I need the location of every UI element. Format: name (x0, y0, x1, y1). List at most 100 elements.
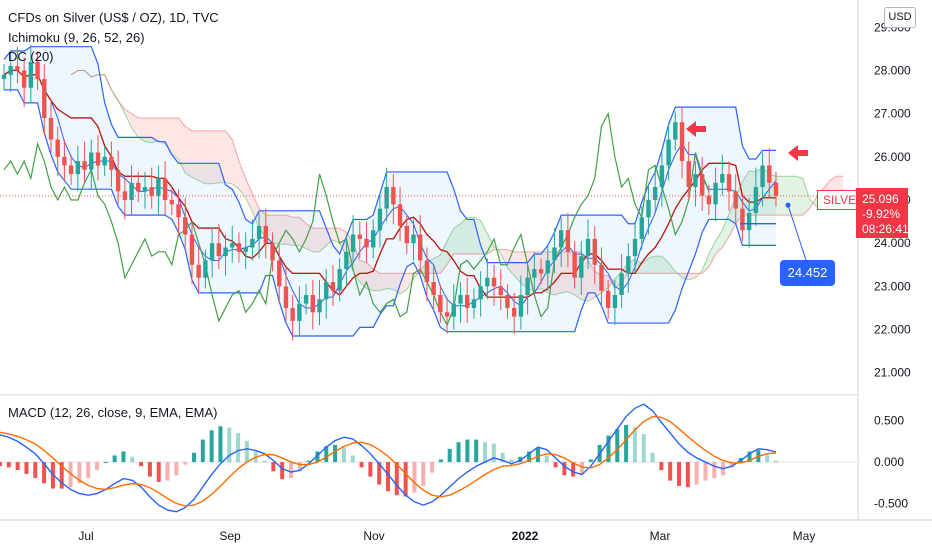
candle-body (142, 187, 148, 192)
candle-body (364, 238, 369, 248)
macd-y-tick-label: 0.500 (874, 414, 904, 428)
macd-histogram-bar (315, 451, 320, 463)
candle-body (176, 204, 181, 218)
macd-histogram-bar (668, 462, 673, 481)
candle-body (585, 238, 591, 257)
candle-body (35, 61, 40, 80)
candle-body (471, 299, 477, 308)
candle-body (552, 247, 557, 261)
candle-body (679, 122, 685, 162)
cloud-segment (460, 217, 468, 254)
candle-body (773, 182, 779, 196)
cloud-segment (171, 117, 179, 159)
cloud-segment (406, 273, 414, 290)
candle-body (686, 161, 691, 188)
macd-histogram-bar (15, 462, 20, 471)
macd-histogram-bar (386, 462, 390, 492)
candle-body (444, 312, 450, 317)
candle-body (196, 264, 201, 278)
candle-body (760, 165, 765, 188)
cloud-segment (339, 228, 347, 257)
macd-histogram-bar (438, 459, 443, 463)
macd-histogram-bar (580, 462, 584, 474)
candle-body (344, 251, 349, 270)
macd-histogram-bar (615, 428, 620, 463)
candle-body (377, 208, 383, 231)
macd-histogram-bar (430, 462, 435, 473)
candle-body (465, 295, 470, 308)
macd-histogram-bar (306, 460, 311, 463)
macd-histogram-bar (130, 456, 135, 463)
candle-body (404, 225, 409, 244)
macd-histogram-bar (403, 462, 408, 497)
cloud-segment (359, 260, 367, 289)
candle-body (270, 243, 275, 261)
y-tick-label: 26.000 (874, 150, 911, 164)
macd-histogram-bar (244, 440, 249, 463)
macd-panel (0, 403, 858, 513)
cloud-segment (534, 251, 542, 291)
cloud-segment (655, 256, 662, 274)
cloud-segment (554, 251, 562, 295)
candle-body (371, 230, 376, 248)
cloud-segment (588, 260, 595, 302)
macd-histogram-bar (200, 439, 205, 463)
candle-body (357, 234, 362, 239)
donchian-lower (4, 89, 776, 337)
macd-histogram-bar (6, 462, 11, 468)
candle-body (115, 169, 121, 192)
cloud-segment (272, 215, 280, 245)
candle-body (236, 243, 242, 252)
candle-body (746, 212, 752, 231)
macd-histogram-bar (694, 462, 699, 485)
candle-body (82, 161, 87, 170)
candle-body (156, 178, 161, 196)
grid (0, 0, 932, 521)
macd-histogram-bar (632, 427, 637, 463)
candle-body (659, 165, 665, 188)
macd-histogram-bar (165, 462, 170, 481)
macd-histogram-bar (518, 456, 523, 463)
candle-body (263, 225, 269, 244)
macd-histogram-bar (24, 462, 29, 474)
candle-body (451, 303, 456, 317)
macd-histogram-bar (147, 462, 152, 477)
macd-histogram-bar (447, 448, 452, 463)
macd-histogram-bar (606, 435, 611, 463)
macd-histogram-bar (765, 455, 770, 463)
candle-body (511, 307, 517, 317)
kijun-line (3, 69, 776, 298)
candle-body (223, 247, 228, 257)
candle-body (277, 260, 282, 287)
candle-body (1, 74, 7, 80)
macd-histogram-bar (42, 462, 47, 484)
cloud-segment (641, 258, 649, 274)
candle-body (95, 152, 101, 166)
cloud-segment (131, 113, 139, 138)
cloud-segment (648, 256, 656, 274)
cloud-segment (285, 215, 293, 246)
candle-body (666, 139, 671, 166)
cloud-segment (306, 223, 313, 252)
candle-body (350, 234, 356, 252)
macd-histogram-bar (624, 424, 629, 463)
candle-body (626, 256, 631, 274)
candle-body (572, 251, 577, 278)
cloud-segment (440, 241, 448, 274)
macd-histogram-bar (650, 452, 655, 463)
candle-body (303, 295, 309, 304)
macd-line (0, 403, 777, 513)
candle-body (203, 260, 208, 278)
candle-body (720, 174, 725, 183)
candle-body (713, 182, 718, 205)
candle-body (68, 165, 74, 175)
candle-body (15, 66, 20, 71)
cloud-segment (480, 220, 488, 254)
macd-histogram-bar (324, 446, 329, 463)
candle-body (75, 161, 81, 175)
cloud-segment (138, 117, 145, 142)
cloud-segment (225, 130, 233, 184)
x-tick-label: Sep (219, 529, 241, 543)
currency-button[interactable]: USD (884, 7, 916, 28)
